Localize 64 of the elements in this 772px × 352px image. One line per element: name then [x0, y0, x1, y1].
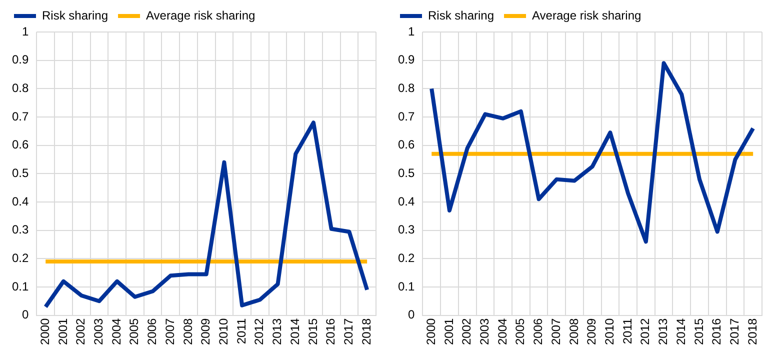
- legend-label: Average risk sharing: [146, 8, 256, 22]
- y-tick-label: 0.9: [12, 52, 29, 67]
- y-tick-label: 0.5: [398, 166, 415, 180]
- legend-label: Risk sharing: [428, 8, 494, 22]
- x-tick-label: 2002: [460, 318, 474, 346]
- x-tick-label: 2008: [566, 318, 581, 346]
- x-tick-label: 2012: [252, 318, 266, 346]
- y-tick-label: 0.1: [398, 279, 415, 294]
- legend-label: Average risk sharing: [532, 8, 642, 22]
- x-tick-label: 2016: [710, 318, 724, 346]
- x-tick-label: 2000: [424, 318, 438, 346]
- x-tick-label: 2011: [620, 318, 634, 344]
- x-tick-label: 2003: [92, 318, 106, 346]
- x-tick-label: 2017: [728, 318, 742, 346]
- y-tick-label: 0.5: [12, 166, 29, 180]
- x-tick-label: 2017: [342, 318, 356, 346]
- y-tick-label: 0.3: [12, 222, 29, 237]
- x-tick-label: 2010: [602, 318, 617, 346]
- x-tick-label: 2015: [306, 318, 320, 346]
- y-tick-label: 0.8: [12, 80, 29, 95]
- x-tick-label: 2004: [495, 318, 510, 346]
- x-tick-label: 2009: [198, 318, 213, 346]
- x-tick-label: 2000: [38, 318, 52, 346]
- x-tick-label: 2016: [324, 318, 338, 346]
- y-tick-label: 1: [22, 24, 29, 38]
- y-tick-label: 1: [408, 24, 415, 38]
- x-tick-label: 2013: [656, 318, 670, 346]
- y-tick-label: 0.6: [12, 138, 29, 152]
- x-tick-label: 2001: [56, 318, 70, 346]
- y-tick-label: 0: [408, 308, 415, 322]
- x-tick-label: 2003: [478, 318, 492, 346]
- y-tick-label: 0.1: [12, 279, 29, 294]
- x-tick-label: 2005: [513, 318, 528, 346]
- x-tick-label: 2006: [145, 318, 160, 346]
- x-tick-label: 2006: [531, 318, 546, 346]
- y-tick-label: 0.6: [398, 138, 415, 152]
- x-tick-label: 2010: [216, 318, 231, 346]
- y-tick-label: 0.3: [398, 222, 415, 237]
- y-tick-label: 0.2: [398, 250, 415, 265]
- x-tick-label: 2004: [109, 318, 124, 346]
- x-tick-label: 2013: [270, 318, 284, 346]
- x-tick-label: 2002: [74, 318, 88, 346]
- y-tick-label: 0.2: [12, 250, 29, 265]
- x-tick-label: 2001: [442, 318, 456, 346]
- x-tick-label: 2014: [288, 318, 302, 346]
- x-tick-label: 2008: [180, 318, 195, 346]
- y-tick-label: 0.4: [12, 194, 29, 208]
- y-tick-label: 0.7: [12, 109, 29, 124]
- x-tick-label: 2007: [162, 318, 177, 346]
- x-tick-label: 2018: [745, 318, 760, 346]
- x-tick-label: 2009: [584, 318, 599, 346]
- x-tick-label: 2005: [127, 318, 142, 346]
- y-tick-label: 0.7: [398, 109, 415, 124]
- x-tick-label: 2014: [674, 318, 688, 346]
- x-tick-label: 2018: [359, 318, 374, 346]
- y-tick-label: 0.8: [398, 80, 415, 95]
- x-tick-label: 2015: [692, 318, 706, 346]
- x-tick-label: 2011: [234, 318, 248, 344]
- y-tick-label: 0: [22, 308, 29, 322]
- legend-label: Risk sharing: [42, 8, 108, 22]
- x-tick-label: 2012: [638, 318, 652, 346]
- y-tick-label: 0.9: [398, 52, 415, 67]
- y-tick-label: 0.4: [398, 194, 415, 208]
- x-tick-label: 2007: [548, 318, 563, 346]
